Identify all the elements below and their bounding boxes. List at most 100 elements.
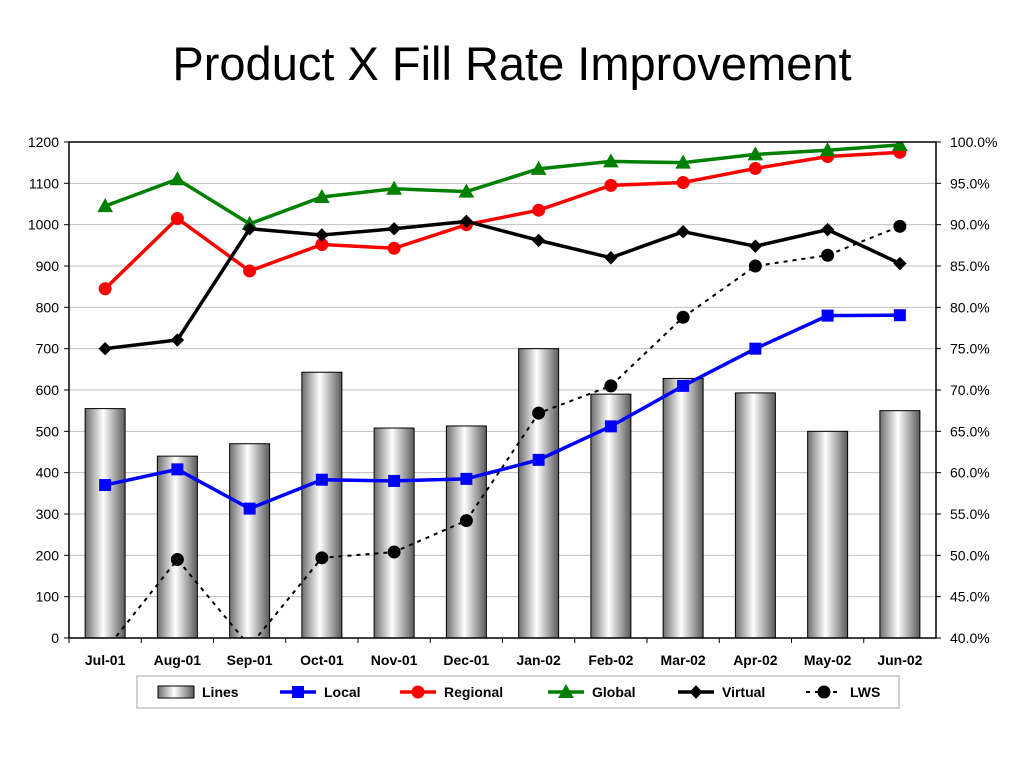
point-virtual xyxy=(315,228,329,242)
x-tick-label: Dec-01 xyxy=(443,652,489,668)
point-lws xyxy=(748,259,762,273)
point-virtual xyxy=(676,224,690,239)
left-tick-label: 900 xyxy=(36,258,60,274)
series-regional xyxy=(98,145,907,296)
bar-lines xyxy=(229,443,271,639)
left-axis-ticks: 0 100 200 300 400 500 600 700 800 900 1000 1100 1200 xyxy=(28,134,69,646)
bar-lines xyxy=(445,425,487,639)
bar-lines xyxy=(518,348,560,639)
point-global xyxy=(530,160,547,175)
line-global xyxy=(104,143,901,226)
left-tick-label: 600 xyxy=(36,382,60,398)
line-local xyxy=(104,313,900,511)
bar-lines xyxy=(662,377,704,639)
right-tick-label: 100.0% xyxy=(950,134,997,150)
point-regional xyxy=(676,176,690,190)
legend-marker-lws xyxy=(817,685,831,699)
point-regional xyxy=(243,264,257,278)
bar-lines xyxy=(156,455,198,639)
x-tick-label: Oct-01 xyxy=(300,652,344,668)
bar-lines xyxy=(590,393,632,639)
right-tick-label: 75.0% xyxy=(950,341,990,357)
line-lws xyxy=(113,225,901,638)
point-global xyxy=(458,183,475,198)
point-regional xyxy=(748,161,762,175)
legend-label-lines: Lines xyxy=(202,684,239,700)
right-tick-label: 85.0% xyxy=(950,258,990,274)
point-global xyxy=(819,142,836,157)
point-virtual xyxy=(170,333,185,347)
legend-label-global: Global xyxy=(592,684,636,700)
point-regional xyxy=(604,178,618,192)
right-tick-label: 55.0% xyxy=(950,506,990,522)
point-lws xyxy=(676,310,690,324)
legend-marker-regional xyxy=(411,685,425,699)
left-tick-label: 1000 xyxy=(28,217,59,233)
line-series xyxy=(97,142,908,652)
bar-lines xyxy=(879,410,921,639)
point-global xyxy=(603,153,619,168)
point-virtual xyxy=(242,222,257,236)
series-virtual xyxy=(98,214,907,356)
point-regional xyxy=(98,282,112,296)
left-tick-label: 500 xyxy=(36,423,60,439)
point-local xyxy=(821,309,834,322)
x-tick-label: May-02 xyxy=(804,652,852,668)
bar-lines xyxy=(373,427,415,639)
point-global xyxy=(386,180,402,195)
right-tick-label: 60.0% xyxy=(950,465,990,481)
point-virtual xyxy=(604,251,618,265)
point-lws xyxy=(893,219,907,233)
x-tick-label: Sep-01 xyxy=(227,652,273,668)
legend-label-lws: LWS xyxy=(850,684,880,700)
legend-label-regional: Regional xyxy=(444,684,503,700)
point-lws xyxy=(821,248,835,262)
point-regional xyxy=(387,241,401,255)
point-virtual xyxy=(531,233,546,248)
point-virtual xyxy=(820,222,835,237)
x-tick-label: Jun-02 xyxy=(877,652,922,668)
left-tick-label: 800 xyxy=(36,299,60,315)
point-regional xyxy=(170,211,184,225)
left-tick-label: 400 xyxy=(36,465,60,481)
x-tick-label: Feb-02 xyxy=(588,652,633,668)
bar-lines xyxy=(84,408,126,639)
point-local xyxy=(99,479,112,492)
bar-lines xyxy=(734,392,776,639)
left-tick-label: 200 xyxy=(36,547,60,563)
right-tick-label: 40.0% xyxy=(950,630,990,646)
point-global xyxy=(747,146,764,161)
x-tick-label: Apr-02 xyxy=(733,652,778,668)
point-global xyxy=(169,171,186,186)
right-tick-label: 80.0% xyxy=(950,299,990,315)
legend-marker-virtual xyxy=(689,685,703,699)
point-lws xyxy=(532,406,546,420)
point-lws xyxy=(315,551,329,565)
series-lws xyxy=(113,219,907,652)
point-lws xyxy=(459,514,473,528)
right-tick-label: 65.0% xyxy=(950,423,990,439)
legend: Lines Local Regional Global Virtual LWS xyxy=(157,683,880,700)
legend-marker-global xyxy=(558,683,574,698)
point-virtual xyxy=(98,341,112,356)
point-virtual xyxy=(459,214,474,229)
series-local xyxy=(99,309,906,515)
point-virtual xyxy=(748,239,763,253)
point-virtual xyxy=(893,256,907,271)
point-lws xyxy=(244,640,256,652)
bar-lines xyxy=(301,371,343,639)
x-tick-label: Jul-01 xyxy=(85,652,126,668)
right-tick-label: 95.0% xyxy=(950,175,990,191)
point-lws xyxy=(604,379,618,393)
x-axis-ticks: Jul-01 Aug-01 Sep-01 Oct-01 Nov-01 Dec-01 Jan-… xyxy=(68,638,923,668)
point-local xyxy=(532,453,545,466)
point-local xyxy=(243,502,256,515)
point-local xyxy=(171,463,184,476)
x-tick-label: Mar-02 xyxy=(661,652,706,668)
line-virtual xyxy=(104,219,901,351)
legend-label-virtual: Virtual xyxy=(722,684,765,700)
left-tick-label: 1100 xyxy=(29,175,59,191)
point-local xyxy=(749,342,762,355)
x-tick-label: Jan-02 xyxy=(516,652,561,668)
